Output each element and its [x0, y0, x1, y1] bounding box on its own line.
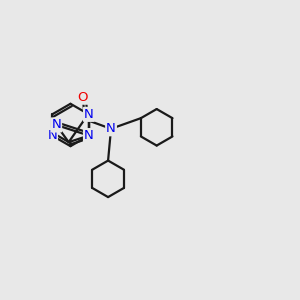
Text: N: N [84, 108, 94, 121]
Text: N: N [47, 129, 57, 142]
Text: O: O [78, 91, 88, 104]
Text: N: N [84, 129, 94, 142]
Text: N: N [51, 118, 61, 131]
Text: N: N [106, 122, 116, 135]
